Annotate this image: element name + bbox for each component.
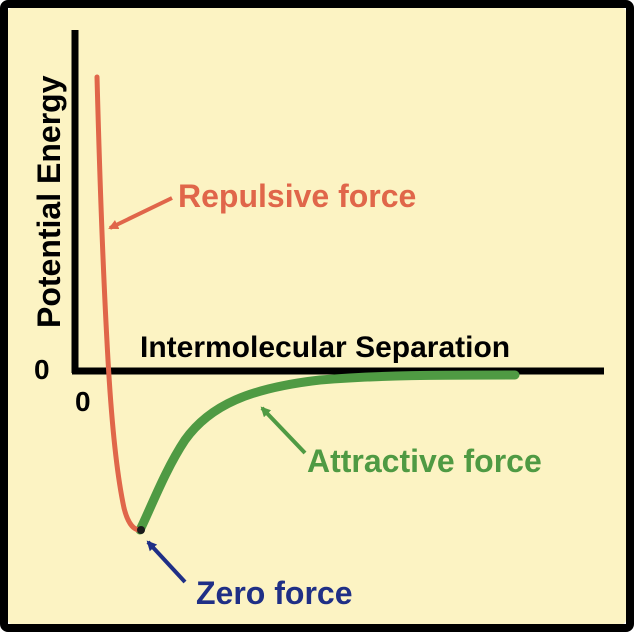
repulsive-arrow (108, 196, 173, 230)
zero-force-point (137, 526, 145, 534)
attractive-force-label: Attractive force (307, 443, 542, 479)
attractive-curve (135, 370, 520, 535)
y-zero-label: 0 (34, 354, 50, 385)
x-zero-label: 0 (75, 386, 91, 417)
repulsive-force-label: Repulsive force (178, 178, 416, 214)
diagram-background (8, 8, 626, 624)
repulsive-curve (94, 74, 143, 533)
y-axis-label: Potential Energy (31, 75, 67, 328)
zero-force-arrow (146, 540, 187, 584)
zero-force-label: Zero force (196, 575, 352, 611)
x-axis-label: Intermolecular Separation (140, 331, 510, 364)
attractive-arrow (260, 406, 307, 455)
